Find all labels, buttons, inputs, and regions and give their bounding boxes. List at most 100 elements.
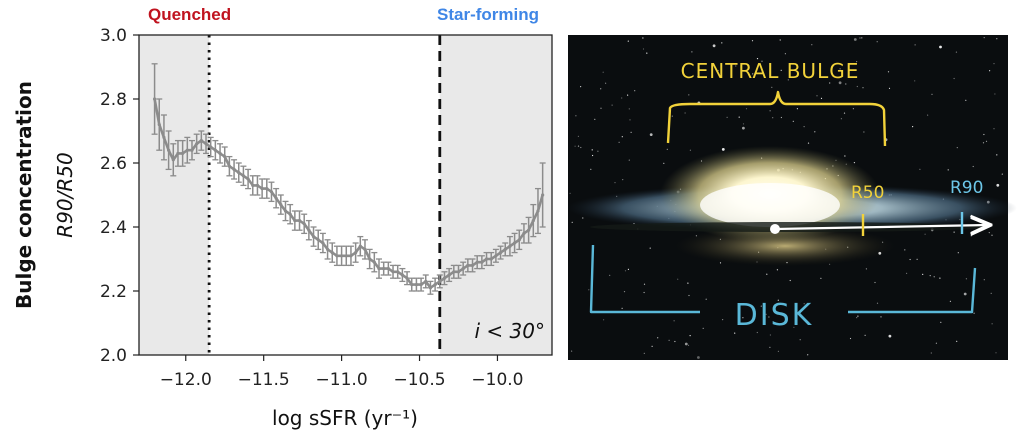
star: [668, 339, 670, 341]
star: [876, 41, 878, 43]
data-point: [522, 231, 526, 235]
quenched-header: Quenched: [148, 5, 231, 24]
x-tick-label: −12.0: [160, 370, 212, 390]
star: [859, 37, 861, 39]
central-bulge-label: CENTRAL BULGE: [681, 59, 860, 83]
star: [721, 42, 723, 44]
star: [931, 93, 933, 95]
star: [663, 162, 665, 164]
star: [603, 319, 605, 321]
data-point: [433, 283, 437, 287]
star: [622, 179, 624, 181]
star: [697, 76, 699, 78]
shaded-region: [139, 35, 210, 355]
data-point: [494, 254, 498, 258]
data-point: [363, 247, 367, 251]
star: [849, 337, 852, 340]
star: [742, 317, 744, 319]
data-point: [232, 167, 236, 171]
star: [862, 87, 864, 89]
star: [621, 97, 623, 99]
star: [924, 233, 926, 235]
star: [760, 305, 762, 307]
data-point: [227, 164, 231, 168]
star: [768, 316, 770, 318]
data-point: [456, 270, 461, 274]
data-point: [531, 219, 535, 223]
star: [789, 279, 791, 282]
data-point: [204, 142, 208, 146]
star: [751, 40, 754, 42]
star: [629, 119, 631, 121]
data-point: [213, 148, 217, 152]
star: [947, 169, 949, 171]
radius-arrow: [774, 225, 988, 229]
star: [621, 307, 623, 309]
galaxy-center-dot: [770, 224, 780, 234]
star: [691, 51, 693, 53]
star: [856, 61, 858, 63]
star: [705, 298, 707, 300]
star: [816, 95, 818, 97]
data-point: [330, 251, 334, 255]
data-point: [157, 123, 161, 127]
data-point: [288, 212, 292, 216]
star: [594, 118, 596, 120]
data-point: [382, 267, 386, 271]
star: [880, 316, 882, 318]
star: [939, 45, 942, 49]
shaded-regions: [139, 35, 552, 355]
y-axis-label-inner: R90/R50: [53, 152, 77, 237]
star: [983, 133, 985, 136]
star: [592, 154, 594, 157]
star: [876, 302, 879, 304]
r50-label: R50: [851, 183, 884, 203]
star: [642, 48, 645, 50]
star: [642, 37, 644, 39]
x-tick-label: −10.0: [471, 370, 523, 390]
star: [742, 126, 745, 130]
star: [904, 249, 906, 251]
data-point: [503, 247, 507, 251]
star: [856, 85, 858, 88]
star: [888, 334, 892, 338]
star: [888, 87, 891, 89]
star: [841, 64, 843, 66]
star: [769, 334, 772, 336]
star: [618, 141, 620, 143]
star: [996, 154, 998, 156]
r90-label: R90: [950, 178, 983, 198]
data-point: [512, 241, 517, 245]
data-point: [442, 276, 447, 280]
star: [993, 63, 995, 65]
star: [674, 340, 676, 343]
star: [649, 247, 651, 249]
star: [852, 108, 855, 110]
star: [684, 342, 688, 346]
star: [963, 292, 967, 296]
star: [787, 79, 789, 81]
y-tick-label: 2.4: [100, 218, 127, 238]
star: [1001, 173, 1003, 175]
star: [803, 303, 805, 305]
star: [933, 276, 935, 278]
data-point: [349, 254, 353, 258]
star: [861, 37, 863, 39]
data-point: [405, 276, 409, 280]
data-point: [269, 190, 274, 194]
star: [605, 82, 607, 84]
star: [624, 270, 627, 272]
star: [721, 148, 725, 151]
star: [996, 38, 998, 40]
data-point: [185, 148, 189, 152]
star: [734, 332, 736, 334]
star: [611, 104, 613, 106]
star: [970, 235, 972, 237]
star: [776, 269, 779, 271]
data-point: [190, 148, 194, 152]
star: [919, 168, 921, 170]
star: [628, 108, 630, 110]
data-point: [265, 187, 269, 191]
data-point: [517, 238, 521, 242]
star: [735, 65, 737, 67]
